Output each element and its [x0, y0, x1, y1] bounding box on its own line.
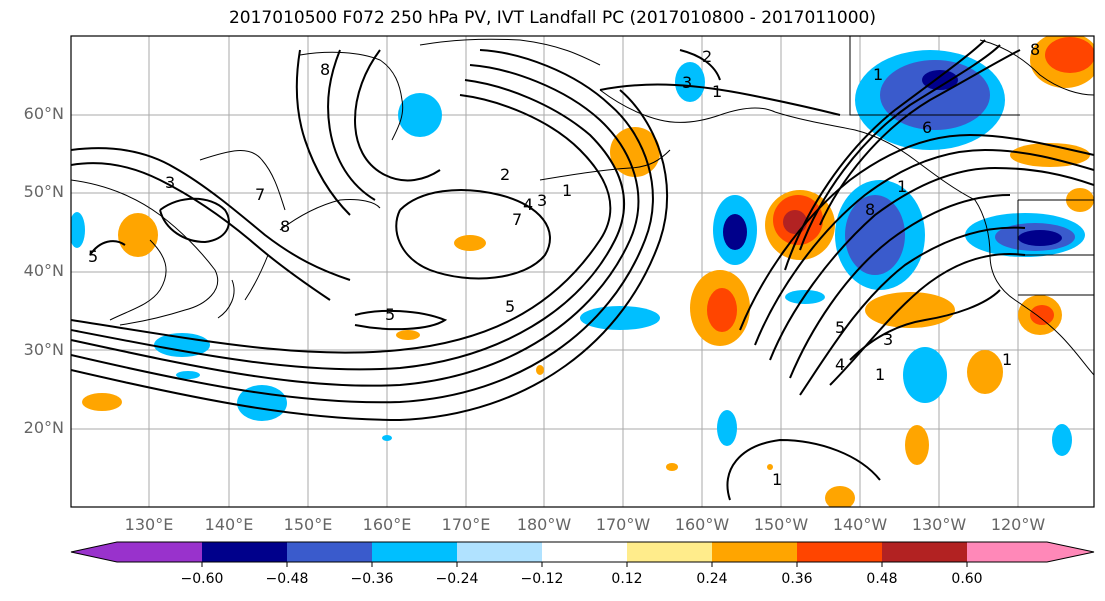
contour-label: 8 [865, 200, 875, 219]
contour-label: 3 [537, 191, 547, 210]
contour-label: 5 [835, 318, 845, 337]
lon-label: 170°E [441, 515, 491, 534]
contour-label-group: 8 3 7 8 5 5 5 7 4 3 2 1 2 3 1 1 8 6 8 1 … [88, 40, 1040, 489]
colorbar-tick-label: 0.24 [696, 571, 728, 587]
contour-label: 1 [875, 365, 885, 384]
contour-label: 3 [682, 73, 692, 92]
lon-label: 160°E [362, 515, 412, 534]
contour-label: 1 [873, 65, 883, 84]
contour-label: 8 [1030, 40, 1040, 59]
colorbar-segment [882, 542, 967, 562]
contour-label: 7 [255, 185, 265, 204]
contour-label: 1 [1002, 350, 1012, 369]
contour-label: 5 [88, 247, 98, 266]
colorbar-tick-label: −0.48 [265, 571, 309, 587]
colorbar-segment [202, 542, 287, 562]
contour-label: 8 [280, 217, 290, 236]
colorbar-segment [797, 542, 882, 562]
colorbar-tick-label: 0.36 [781, 571, 813, 587]
colorbar-tick-label: −0.36 [350, 571, 394, 587]
lon-label: 140°E [204, 515, 254, 534]
colorbar-segment [287, 542, 372, 562]
map-frame [70, 35, 1095, 508]
colorbar-segment [967, 542, 1047, 562]
colorbar-outline [70, 541, 1095, 563]
lon-label: 150°W [753, 515, 809, 534]
lon-label: 150°E [283, 515, 333, 534]
colorbar-tick-label: 0.12 [611, 571, 643, 587]
colorbar-segment [542, 542, 627, 562]
contour-label: 4 [523, 195, 533, 214]
contour-label: 5 [385, 305, 395, 324]
contour-label: 4 [835, 355, 845, 374]
colorbar-tick-label: −0.12 [520, 571, 564, 587]
lat-label: 50°N [23, 182, 64, 201]
colorbar-segment [712, 542, 797, 562]
lon-label: 140°W [832, 515, 888, 534]
pv-contours [71, 39, 1094, 501]
lon-label: 120°W [990, 515, 1046, 534]
colorbar-tick-label: −0.60 [180, 571, 224, 587]
contour-label: 1 [772, 470, 782, 489]
lat-label: 30°N [23, 340, 64, 359]
lon-label: 180°W [516, 515, 572, 534]
lon-label: 170°W [595, 515, 651, 534]
lat-label: 40°N [23, 261, 64, 280]
contour-label: 2 [500, 165, 510, 184]
contour-label: 8 [320, 60, 330, 79]
colorbar-tick-label: 0.60 [951, 571, 983, 587]
colorbar-segment [457, 542, 542, 562]
contour-label: 3 [165, 173, 175, 192]
contour-label: 2 [702, 47, 712, 66]
map-title: 2017010500 F072 250 hPa PV, IVT Landfall… [228, 8, 876, 28]
contour-label: 1 [712, 82, 722, 101]
contour-label: 6 [922, 118, 932, 137]
colorbar-segment [372, 542, 457, 562]
colorbar-extend-max [1047, 542, 1094, 562]
lat-label: 20°N [23, 418, 64, 437]
colorbar-segment [117, 542, 202, 562]
colorbar-extend-min [71, 542, 117, 562]
contour-label: 3 [883, 330, 893, 349]
colorbar-tick-label: −0.24 [435, 571, 479, 587]
lon-label: 160°W [674, 515, 730, 534]
contour-label: 1 [562, 181, 572, 200]
lon-label: 130°E [124, 515, 174, 534]
lat-label: 60°N [23, 104, 64, 123]
lon-label: 130°W [911, 515, 967, 534]
colorbar [70, 541, 1095, 567]
contour-label: 5 [505, 297, 515, 316]
colorbar-tick-label: 0.48 [866, 571, 898, 587]
contour-label: 1 [897, 177, 907, 196]
colorbar-segment [627, 542, 712, 562]
contour-label: 7 [512, 210, 522, 229]
